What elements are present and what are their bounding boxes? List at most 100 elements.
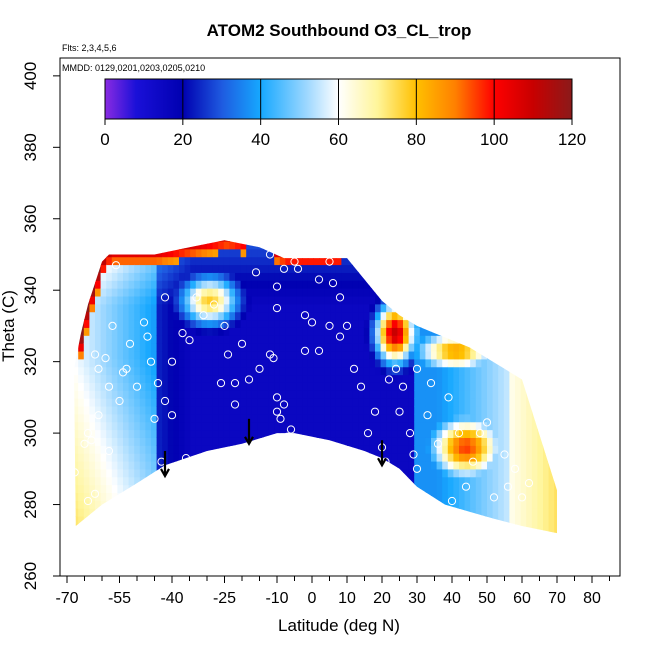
observation-point [83,496,93,506]
heat-cell [330,382,337,391]
heat-cell [246,515,253,525]
heat-cell [548,398,555,407]
heat-cell [207,421,214,431]
heat-cell [173,240,180,250]
heat-cell [352,288,359,297]
heat-cell [74,460,79,470]
heat-cell [520,382,527,391]
heat-cell [352,390,359,399]
heat-cell [184,327,191,336]
heat-cell [89,350,96,360]
heat-cell [263,453,270,462]
heat-cell [391,437,398,446]
heat-cell [139,366,146,376]
heat-cell [464,288,471,297]
heat-cell [531,476,538,486]
heat-cell [352,366,359,376]
heat-cell [352,358,359,368]
heat-cell [307,484,314,494]
heat-cell [431,264,438,273]
heat-cell [212,515,219,525]
heat-cell [498,468,505,478]
observation-point [384,375,394,384]
heat-cell [459,523,466,533]
heat-cell [375,421,382,431]
heat-cell [263,445,270,454]
heat-cell [397,358,404,368]
heat-cell [431,500,438,509]
heat-cell [509,500,516,509]
heat-cell [335,248,342,258]
heat-cell [263,303,270,313]
heat-cell [515,508,522,517]
heat-cell [151,366,158,376]
heat-cell [526,508,533,517]
heat-cell [520,531,527,534]
observation-point [314,275,324,284]
heat-cell [285,492,292,501]
heat-cell [363,531,370,534]
heat-cell [403,264,410,273]
heat-cell [319,421,326,431]
heat-cell [369,374,376,383]
heat-cell [123,311,130,321]
heat-cell [414,421,421,431]
heat-cell [487,327,494,336]
heat-cell [257,523,264,533]
heat-cell [403,350,410,360]
heat-cell [95,468,102,478]
heat-cell [391,429,398,438]
heat-cell [554,390,557,399]
heat-cell [212,272,219,281]
heat-cell [134,540,140,548]
heat-cell [543,453,550,462]
heat-cell [229,531,236,534]
heat-cell [515,350,522,360]
heat-cell [212,327,219,336]
heat-cell [442,405,449,415]
heat-cell [190,476,197,486]
heat-cell [352,515,359,525]
heat-cell [285,264,292,273]
heat-cell [123,508,130,517]
heat-cell [442,523,449,533]
heat-cell [223,508,230,517]
heat-cell [475,319,482,328]
heat-cell [74,256,79,266]
heat-cell [240,405,247,415]
heat-cell [319,476,326,486]
heat-cell [492,390,499,399]
heat-cell [364,540,370,548]
heat-cell [308,540,314,548]
heat-cell [195,248,202,258]
heat-cell [503,272,510,281]
heat-cell [280,540,286,548]
heat-cell [246,303,253,313]
heat-cell [386,343,393,352]
heat-cell [431,280,438,289]
heat-cell [151,421,158,431]
heat-cell [431,319,438,328]
heat-cell [537,515,544,525]
heat-cell [548,311,555,321]
heat-cell [100,405,107,415]
heat-cell [167,240,174,250]
heat-cell [195,405,202,415]
heat-cell [167,327,174,336]
heat-cell [537,288,544,297]
heat-cell [481,366,488,376]
heat-cell [363,327,370,336]
heat-cell [515,540,521,548]
heat-cell [184,500,191,509]
heat-cell [526,288,533,297]
heat-cell [487,421,494,431]
heat-cell [520,453,527,462]
heat-cell [498,413,505,423]
heat-cell [139,468,146,478]
heat-cell [459,382,466,391]
heat-cell [235,460,242,470]
heat-cell [543,240,550,250]
heat-cell [156,350,163,360]
heat-cell [78,531,85,534]
heat-cell [341,303,348,313]
